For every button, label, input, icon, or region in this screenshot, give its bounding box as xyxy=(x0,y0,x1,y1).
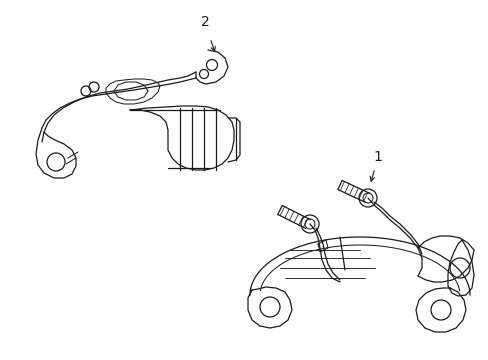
Text: 2: 2 xyxy=(200,15,209,29)
Text: 1: 1 xyxy=(373,150,382,164)
